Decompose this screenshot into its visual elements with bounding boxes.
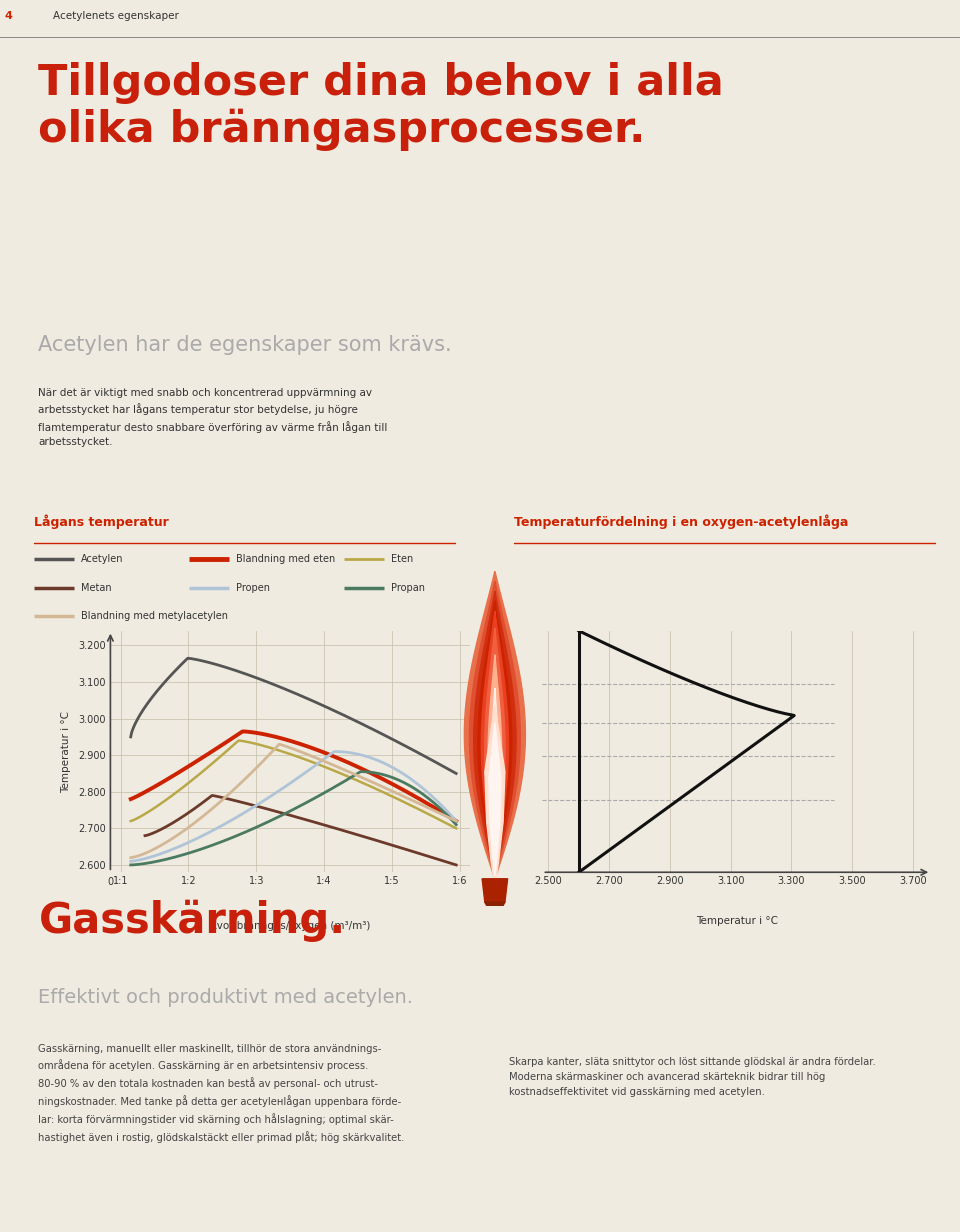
Polygon shape (482, 878, 508, 902)
Text: Lågans temperatur: Lågans temperatur (34, 514, 168, 529)
Text: Tillgodoser dina behov i alla
olika bränngasprocesser.: Tillgodoser dina behov i alla olika brän… (38, 62, 724, 152)
Polygon shape (488, 654, 502, 841)
Text: Gasskärning.: Gasskärning. (38, 899, 346, 941)
Text: Acetylenets egenskaper: Acetylenets egenskaper (53, 11, 179, 21)
Polygon shape (469, 582, 520, 876)
Text: Blandning med eten: Blandning med eten (236, 554, 335, 564)
Polygon shape (478, 601, 512, 869)
Text: 4: 4 (5, 11, 12, 21)
Text: Eten: Eten (391, 554, 414, 564)
Y-axis label: Temperatur i °C: Temperatur i °C (61, 711, 72, 792)
Text: Temperatur i °C: Temperatur i °C (696, 915, 778, 925)
Polygon shape (481, 611, 509, 862)
Text: Acetylen: Acetylen (81, 554, 123, 564)
Polygon shape (485, 705, 505, 886)
Text: Kvot bränngas/oxygen (m³/m³): Kvot bränngas/oxygen (m³/m³) (210, 920, 371, 930)
Text: Blandning med metylacetylen: Blandning med metylacetylen (81, 611, 228, 621)
Text: Gasskärning, manuellt eller maskinellt, tillhör de stora användnings-
områdena f: Gasskärning, manuellt eller maskinellt, … (38, 1044, 405, 1143)
Text: Propen: Propen (236, 583, 270, 593)
Text: När det är viktigt med snabb och koncentrerad uppvärmning av
arbetsstycket har l: När det är viktigt med snabb och koncent… (38, 388, 388, 447)
Polygon shape (485, 902, 505, 906)
Text: 0: 0 (108, 877, 113, 887)
Text: Metan: Metan (81, 583, 111, 593)
Polygon shape (492, 689, 498, 822)
Text: Propan: Propan (391, 583, 425, 593)
Polygon shape (473, 591, 516, 872)
Text: Effektivt och produktivt med acetylen.: Effektivt och produktivt med acetylen. (38, 988, 414, 1007)
Text: Acetylen har de egenskaper som krävs.: Acetylen har de egenskaper som krävs. (38, 335, 452, 355)
Polygon shape (465, 572, 525, 878)
Polygon shape (489, 722, 501, 876)
Text: Skarpa kanter, släta snittytor och löst sittande glödskal är andra fördelar.
Mod: Skarpa kanter, släta snittytor och löst … (509, 1057, 876, 1096)
Text: Temperaturfördelning i en oxygen-acetylenlåga: Temperaturfördelning i en oxygen-acetyle… (514, 514, 848, 529)
Polygon shape (485, 628, 505, 855)
